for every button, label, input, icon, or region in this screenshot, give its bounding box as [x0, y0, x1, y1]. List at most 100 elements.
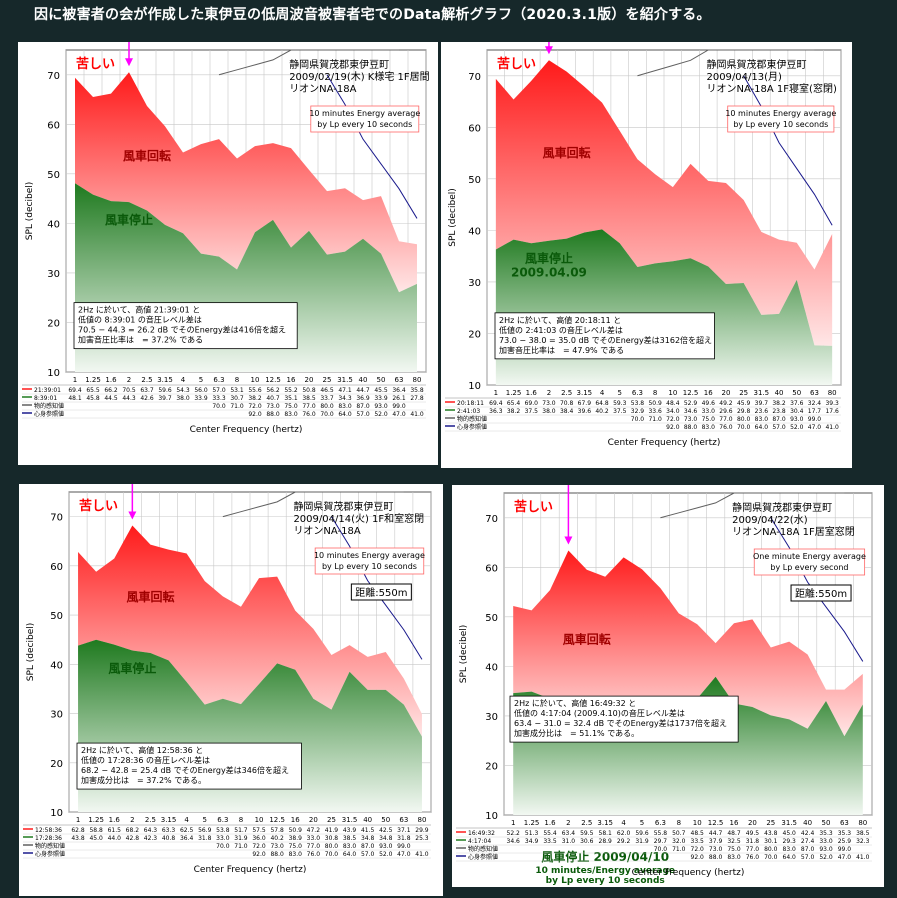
x-tick-label: 10	[255, 816, 264, 824]
table-cell: 71.0	[648, 416, 662, 423]
x-tick-label: 40	[803, 819, 812, 827]
table-cell: 83.0	[702, 424, 716, 431]
location-text: リオンNA-18A	[293, 525, 360, 537]
table-cell: 38.5	[856, 830, 870, 837]
x-tick-label: 1	[494, 389, 498, 397]
x-tick-label: 5	[640, 819, 644, 827]
table-cell: 56.0	[194, 387, 208, 394]
stop-label: 風車停止	[525, 251, 573, 266]
x-tick-label: 1	[511, 819, 515, 827]
table-cell: 27.8	[410, 395, 424, 402]
table-cell: 87.0	[772, 416, 786, 423]
stop-sub-label: 10 minutes/Energy average	[535, 866, 675, 876]
table-cell: 75.0	[727, 846, 741, 853]
table-cell: 50.8	[302, 387, 316, 394]
note-text: 10 minutes Energy average	[725, 109, 836, 118]
table-cell: 99.0	[808, 416, 822, 423]
x-tick-label: 5	[199, 376, 203, 384]
table-cell: 47.0	[808, 424, 822, 431]
table-cell: 70.0	[654, 846, 668, 853]
table-cell: 42.5	[379, 827, 393, 834]
table-cell: 34.3	[338, 395, 352, 402]
table-cell: 70.8	[560, 400, 574, 407]
table-cell: 80.0	[764, 846, 778, 853]
x-tick-label: 1	[73, 376, 77, 384]
table-cell: 87.0	[801, 846, 815, 853]
table-cell: 23.8	[772, 408, 786, 415]
table-cell: 50.9	[648, 400, 662, 407]
analysis-box	[76, 742, 302, 790]
analysis-text: 2Hz に於いて、高値 20:18:11 と	[499, 315, 621, 325]
table-cell: 33.0	[702, 408, 716, 415]
table-cell: 57.0	[356, 411, 370, 418]
y-tick-label: 30	[468, 278, 481, 289]
table-cell: 34.0	[666, 408, 680, 415]
table-cell: 41.0	[825, 424, 839, 431]
table-cell: 92.0	[691, 854, 705, 861]
table-cell: 39.3	[825, 400, 839, 407]
y-tick-label: 60	[485, 563, 498, 574]
x-tick-label: 10	[693, 819, 702, 827]
table-cell: 50.7	[672, 830, 686, 837]
table-cell: 52.2	[507, 830, 521, 837]
y-tick-label: 40	[485, 662, 498, 673]
x-tick-label: 12.5	[683, 389, 699, 397]
analysis-text: 低値の 17:28:36 の音圧レベル差は	[81, 755, 210, 765]
mind-body-line	[326, 74, 418, 219]
legend-label: 物的感知値	[34, 402, 64, 410]
table-cell: 38.2	[772, 400, 786, 407]
table-cell: 56.9	[198, 827, 212, 834]
table-cell: 72.0	[666, 416, 680, 423]
x-tick-label: 4	[184, 816, 189, 824]
table-cell: 53.8	[631, 400, 645, 407]
x-tick-label: 2	[130, 816, 134, 824]
x-tick-label: 8	[677, 819, 681, 827]
x-tick-label: 3.15	[161, 816, 177, 824]
x-tick-label: 50	[792, 389, 801, 397]
table-cell: 26.1	[392, 395, 406, 402]
table-cell: 63.3	[162, 827, 176, 834]
table-cell: 73.0	[266, 403, 280, 410]
table-cell: 43.8	[71, 835, 85, 842]
table-cell: 49.5	[746, 830, 760, 837]
note-box	[753, 548, 866, 576]
table-cell: 64.0	[783, 854, 797, 861]
table-cell: 93.0	[819, 846, 833, 853]
x-tick-label: 20	[748, 819, 757, 827]
table-cell: 70.0	[325, 851, 339, 858]
chart-svg: 10 20 30 40 50 60 70 苦しい 静岡県賀茂郡東伊豆町2009/04/14(火)…	[23, 484, 432, 875]
location-text: リオンNA-18A	[289, 83, 356, 95]
y-axis-label: SPL (decibel)	[25, 182, 35, 241]
stop-label: 風車停止	[108, 661, 156, 676]
table-cell: 75.0	[284, 403, 298, 410]
threshold-line	[660, 492, 845, 519]
analysis-text: 加害成分比は = 37.2% である。	[81, 775, 206, 785]
table-cell: 27.4	[801, 838, 815, 845]
x-tick-label: 2	[127, 376, 131, 384]
note-text: by Lp every 10 seconds	[317, 120, 412, 129]
table-cell: 42.4	[801, 830, 815, 837]
table-cell: 87.0	[356, 403, 370, 410]
table-cell: 64.0	[343, 851, 357, 858]
y-tick-label: 60	[50, 562, 63, 573]
rotation-label: 風車回転	[543, 145, 591, 160]
y-tick-label: 50	[50, 611, 63, 622]
threshold-line	[218, 49, 399, 76]
table-cell: 61.5	[108, 827, 122, 834]
table-cell: 25.9	[838, 838, 852, 845]
table-cell: 33.3	[212, 395, 226, 402]
stop-sub-label: 2009.04.09	[511, 266, 587, 280]
table-cell: 36.4	[180, 835, 194, 842]
x-tick-label: 2.5	[141, 376, 152, 384]
table-cell: 38.4	[560, 408, 574, 415]
x-tick-label: 4	[600, 389, 605, 397]
kurushii-label: 苦しい	[514, 499, 553, 515]
table-cell: 57.0	[801, 854, 815, 861]
x-tick-label: 10	[251, 376, 260, 384]
x-tick-label: 3.15	[157, 376, 173, 384]
table-cell: 93.0	[790, 416, 804, 423]
table-cell: 69.4	[68, 387, 82, 394]
table-cell: 75.0	[289, 843, 303, 850]
x-tick-label: 31.5	[337, 376, 353, 384]
table-cell: 87.0	[361, 843, 375, 850]
